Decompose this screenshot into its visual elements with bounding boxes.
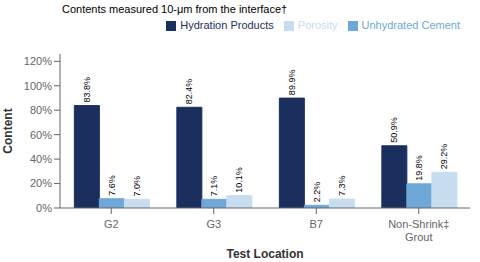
svg-text:B7: B7 [310, 218, 323, 230]
svg-text:29.2%: 29.2% [439, 144, 449, 170]
svg-text:Non-Shrink‡Grout: Non-Shrink‡Grout [388, 218, 449, 243]
svg-text:20%: 20% [30, 177, 52, 189]
svg-text:7.6%: 7.6% [107, 175, 117, 196]
svg-text:7.1%: 7.1% [209, 176, 219, 197]
html-text:Hydration Products: Hydration Products [180, 19, 274, 31]
svg-text:60%: 60% [30, 129, 52, 141]
svg-text:120%: 120% [24, 55, 52, 67]
svg-text:83.8%: 83.8% [82, 77, 92, 103]
svg-text:7.3%: 7.3% [337, 176, 347, 197]
svg-text:80%: 80% [30, 104, 52, 116]
svg-text:10.1%: 10.1% [234, 167, 244, 193]
html-text:Porosity: Porosity [297, 19, 338, 31]
svg-text:82.4%: 82.4% [184, 79, 194, 105]
svg-text:89.9%: 89.9% [287, 70, 297, 96]
svg-text:50.9%: 50.9% [389, 117, 399, 143]
svg-text:Content: Content [8, 108, 15, 153]
svg-text:G2: G2 [104, 218, 119, 230]
svg-text:40%: 40% [30, 153, 52, 165]
svg-text:Test Location: Test Location [226, 247, 303, 261]
svg-text:19.8%: 19.8% [414, 155, 424, 181]
svg-text:100%: 100% [24, 80, 52, 92]
svg-text:7.0%: 7.0% [132, 176, 142, 197]
html-text:Contents measured 10-μm from t: Contents measured 10-μm from the interfa… [62, 3, 288, 15]
svg-text:2.2%: 2.2% [312, 182, 322, 203]
svg-text:0%: 0% [36, 202, 52, 214]
html-text:Unhydrated Cement: Unhydrated Cement [361, 19, 460, 31]
svg-text:G3: G3 [206, 218, 221, 230]
